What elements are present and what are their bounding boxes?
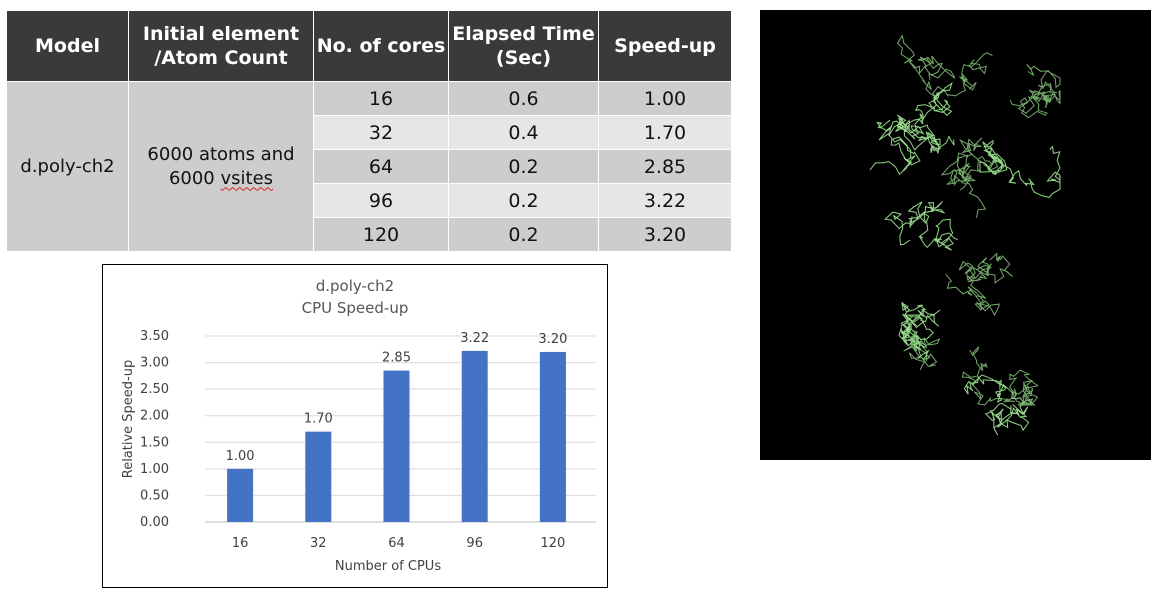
bar-64 bbox=[383, 370, 410, 522]
atom-count-line2: 6000 bbox=[168, 167, 215, 189]
speedup-cell: 1.70 bbox=[598, 115, 732, 150]
protein-strands bbox=[869, 34, 1061, 436]
header-elapsed-time: Elapsed Time (Sec) bbox=[448, 10, 599, 82]
bar-120 bbox=[539, 351, 566, 522]
y-tick-label: 0.00 bbox=[140, 515, 169, 530]
header-cores: No. of cores bbox=[313, 10, 449, 82]
y-tick-label: 1.00 bbox=[140, 462, 169, 477]
table-header-row: Model Initial element /Atom Count No. of… bbox=[6, 10, 732, 82]
x-tick-label: 32 bbox=[310, 536, 327, 551]
time-cell: 0.6 bbox=[448, 81, 599, 116]
header-speedup: Speed-up bbox=[598, 10, 732, 82]
data-label-32: 1.70 bbox=[304, 412, 333, 427]
protein-strand bbox=[945, 252, 1014, 317]
header-model: Model bbox=[6, 10, 129, 82]
table-row: 96 0.2 3.22 bbox=[7, 183, 732, 218]
table-row: d.poly-ch2 6000 atoms and 6000 vsites 16… bbox=[6, 81, 732, 252]
y-axis-label: Relative Speed-up bbox=[121, 360, 136, 479]
protein-strand bbox=[869, 114, 942, 175]
table-row: 64 0.2 2.85 bbox=[7, 149, 732, 184]
protein-strand bbox=[876, 82, 955, 149]
table-row: 32 0.4 1.70 bbox=[7, 115, 732, 150]
bar-96 bbox=[461, 350, 488, 522]
protein-strand bbox=[961, 346, 1039, 406]
cores-cell: 16 bbox=[313, 81, 449, 116]
x-tick-label: 16 bbox=[232, 536, 249, 551]
chart-data-labels: 1.00 1.70 2.85 3.22 3.20 bbox=[226, 331, 568, 464]
speedup-cell: 1.00 bbox=[598, 81, 732, 116]
protein-strand bbox=[898, 301, 941, 361]
protein-strand bbox=[963, 374, 1030, 436]
atom-count-word: vsites bbox=[220, 167, 274, 189]
time-cell: 0.4 bbox=[448, 115, 599, 150]
protein-strand bbox=[900, 314, 941, 371]
cores-cell: 96 bbox=[313, 183, 449, 218]
time-cell: 0.2 bbox=[448, 149, 599, 184]
x-tick-label: 64 bbox=[388, 536, 405, 551]
atom-count-cell: 6000 atoms and 6000 vsites bbox=[128, 81, 314, 252]
chart-svg: d.poly-ch2 CPU Speed-up 0.00 0.50 1.00 1.50… bbox=[121, 277, 596, 574]
speedup-cell: 3.20 bbox=[598, 217, 732, 252]
chart-subtitle: CPU Speed-up bbox=[302, 299, 409, 317]
header-atom-count: Initial element /Atom Count bbox=[128, 10, 314, 82]
y-tick-label: 2.00 bbox=[140, 409, 169, 424]
protein-strand bbox=[979, 139, 1061, 198]
protein-structure-image bbox=[760, 10, 1151, 460]
speedup-cell: 2.85 bbox=[598, 149, 732, 184]
cores-cell: 64 bbox=[313, 149, 449, 184]
bar-16 bbox=[227, 468, 254, 522]
speedup-chart: d.poly-ch2 CPU Speed-up 0.00 0.50 1.00 1.50… bbox=[102, 264, 608, 588]
atom-count-line1: 6000 atoms and bbox=[147, 143, 295, 165]
protein-strand bbox=[1009, 64, 1061, 119]
data-label-120: 3.20 bbox=[538, 332, 567, 347]
y-tick-label: 1.50 bbox=[140, 435, 169, 450]
protein-strand bbox=[940, 137, 1001, 218]
model-cell: d.poly-ch2 bbox=[6, 81, 129, 252]
protein-strand bbox=[896, 34, 993, 99]
x-axis-label: Number of CPUs bbox=[335, 559, 441, 574]
x-tick-label: 120 bbox=[540, 536, 565, 551]
time-cell: 0.2 bbox=[448, 217, 599, 252]
data-label-16: 1.00 bbox=[226, 449, 255, 464]
bar-32 bbox=[305, 431, 332, 522]
data-label-96: 3.22 bbox=[460, 331, 489, 346]
time-cell: 0.2 bbox=[448, 183, 599, 218]
cores-cell: 120 bbox=[313, 217, 449, 252]
table-row: 120 0.2 3.20 bbox=[7, 217, 732, 252]
performance-table: Model Initial element /Atom Count No. of… bbox=[6, 10, 732, 252]
cores-cell: 32 bbox=[313, 115, 449, 150]
chart-title: d.poly-ch2 bbox=[316, 277, 394, 295]
chart-y-ticks: 0.00 0.50 1.00 1.50 2.00 2.50 3.00 3.50 bbox=[140, 329, 169, 530]
speedup-cell: 3.22 bbox=[598, 183, 732, 218]
x-tick-label: 96 bbox=[466, 536, 483, 551]
data-label-64: 2.85 bbox=[382, 351, 411, 366]
y-tick-label: 3.00 bbox=[140, 356, 169, 371]
y-tick-label: 2.50 bbox=[140, 382, 169, 397]
protein-strand bbox=[883, 201, 958, 251]
y-tick-label: 0.50 bbox=[140, 488, 169, 503]
chart-x-ticks: 16 32 64 96 120 bbox=[232, 536, 565, 551]
chart-bars bbox=[227, 350, 566, 522]
y-tick-label: 3.50 bbox=[140, 329, 169, 344]
